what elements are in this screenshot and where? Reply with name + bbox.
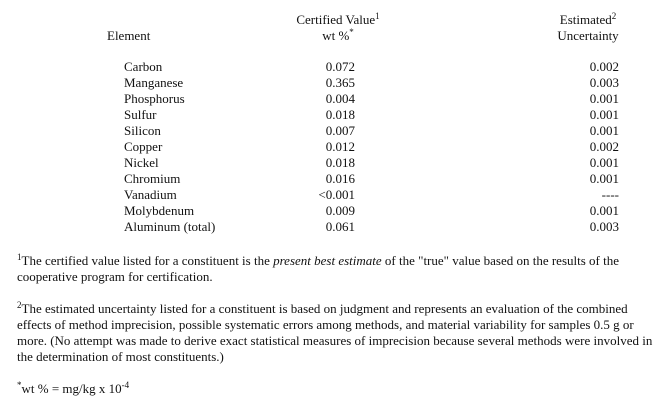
table-row: Silicon 0.007 0.001 — [0, 123, 667, 139]
table-row: Nickel 0.018 0.001 — [0, 155, 667, 171]
cell-element: Molybdenum — [124, 203, 195, 218]
cell-element: Manganese — [124, 75, 184, 90]
table-row: Chromium 0.016 0.001 — [0, 171, 667, 187]
cell-element: Sulfur — [124, 107, 157, 122]
cell-uncertainty: 0.001 — [589, 123, 619, 138]
cell-element: Chromium — [124, 171, 181, 186]
cell-certified: 0.018 — [325, 107, 355, 122]
cell-certified: 0.016 — [325, 171, 355, 186]
table-row: Aluminum (total) 0.061 0.003 — [0, 219, 667, 235]
header-certified: Certified Value1 — [296, 11, 380, 28]
cell-element: Nickel — [124, 155, 159, 170]
header-uncertainty-line2: Uncertainty — [557, 28, 619, 43]
table-row: Molybdenum 0.009 0.001 — [0, 203, 667, 219]
footnote-1: 1The certified value listed for a consti… — [17, 252, 619, 285]
cell-uncertainty: 0.002 — [589, 59, 619, 74]
cell-certified: 0.007 — [325, 123, 355, 138]
header-certified-unit: wt %* — [322, 27, 354, 44]
cell-element: Phosphorus — [124, 91, 185, 106]
footnote-2: 2The estimated uncertainty listed for a … — [17, 300, 653, 365]
cell-element: Vanadium — [124, 187, 177, 202]
cell-certified: 0.012 — [325, 139, 355, 154]
table-row: Phosphorus 0.004 0.001 — [0, 91, 667, 107]
cell-uncertainty: 0.001 — [589, 91, 619, 106]
cell-certified: 0.072 — [325, 59, 355, 74]
table-row: Sulfur 0.018 0.001 — [0, 107, 667, 123]
cell-certified: 0.061 — [325, 219, 355, 234]
header-element: Element — [107, 28, 151, 43]
cell-element: Carbon — [124, 59, 163, 74]
cell-certified: 0.018 — [325, 155, 355, 170]
cell-uncertainty: 0.002 — [589, 139, 619, 154]
cell-element: Silicon — [124, 123, 161, 138]
table-row: Carbon 0.072 0.002 — [0, 59, 667, 75]
cell-element: Copper — [124, 139, 163, 154]
cell-element: Aluminum (total) — [124, 219, 216, 234]
cell-certified: 0.009 — [325, 203, 355, 218]
cell-certified: 0.365 — [325, 75, 355, 90]
footnote-unit: *wt % = mg/kg x 10-4 — [17, 380, 130, 397]
cell-uncertainty: 0.001 — [589, 155, 619, 170]
cell-uncertainty: 0.001 — [589, 203, 619, 218]
cell-uncertainty: ---- — [601, 187, 619, 202]
table-row: Vanadium <0.001 ---- — [0, 187, 667, 203]
cell-uncertainty: 0.003 — [589, 219, 619, 234]
header-uncertainty: Estimated2 — [559, 11, 617, 28]
table-row: Manganese 0.365 0.003 — [0, 75, 667, 91]
table-row: Copper 0.012 0.002 — [0, 139, 667, 155]
cell-certified: <0.001 — [318, 187, 355, 202]
cell-uncertainty: 0.003 — [589, 75, 619, 90]
cell-uncertainty: 0.001 — [589, 171, 619, 186]
cell-certified: 0.004 — [325, 91, 355, 106]
cell-uncertainty: 0.001 — [589, 107, 619, 122]
